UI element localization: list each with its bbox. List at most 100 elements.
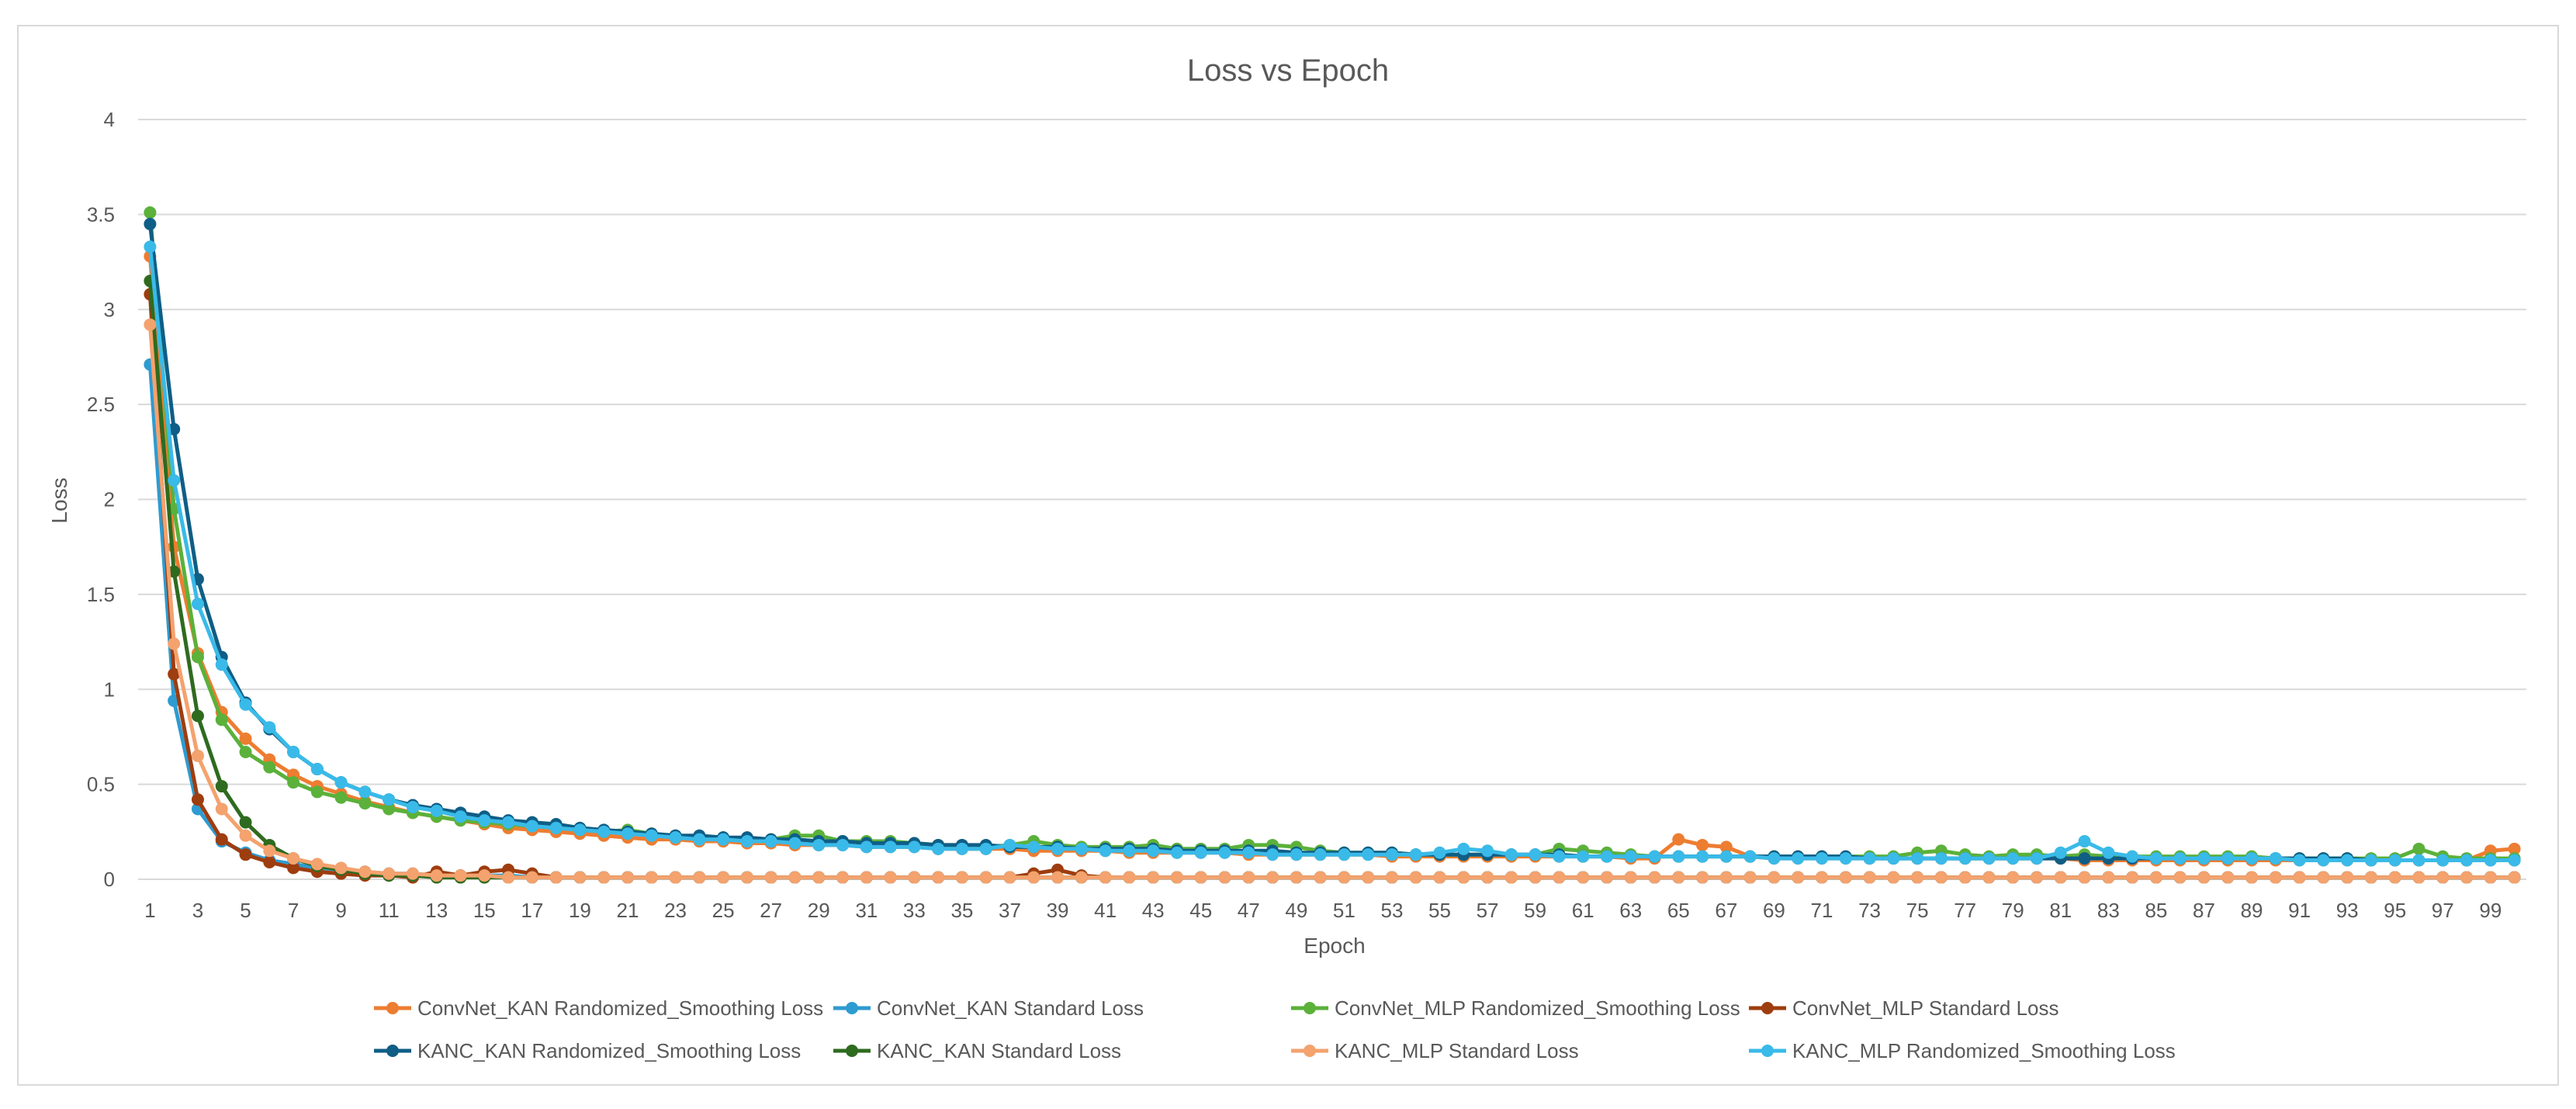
data-point xyxy=(1147,871,1160,884)
data-point xyxy=(2341,871,2354,884)
data-point xyxy=(1743,871,1757,884)
x-tick-label: 57 xyxy=(1477,899,1499,922)
legend-item: KANC_MLP Standard Loss xyxy=(1291,1039,1579,1062)
x-tick-label: 5 xyxy=(240,899,251,922)
x-axis-title: Epoch xyxy=(1304,934,1365,958)
x-axis-ticks: 1 3 5 7 9 11 13 15 17 19 21 23 25 27 29 31 33 35 37 39 41 43 4… xyxy=(144,899,2502,922)
data-point xyxy=(1696,850,1709,863)
data-point xyxy=(144,318,157,331)
data-point xyxy=(2317,854,2330,867)
data-point xyxy=(764,871,777,884)
legend-item: ConvNet_KAN Randomized_Smoothing Loss xyxy=(374,996,823,1020)
legend-item: KANC_MLP Randomized_Smoothing Loss xyxy=(1749,1039,2176,1062)
data-point xyxy=(1768,852,1781,865)
legend-swatch-marker xyxy=(846,1002,858,1014)
x-tick-label: 13 xyxy=(425,899,448,922)
data-point xyxy=(334,776,348,789)
data-point xyxy=(239,829,252,842)
chart-area: Loss vs Epoch 0 0.5 1 1.5 2 2.5 3 3.5 4 1 3 5 7 9 11 1… xyxy=(17,25,2559,1086)
data-point xyxy=(1481,871,1494,884)
data-point xyxy=(358,865,372,879)
x-tick-label: 55 xyxy=(1428,899,1451,922)
data-point xyxy=(1242,871,1255,884)
x-tick-label: 67 xyxy=(1715,899,1737,922)
data-point xyxy=(1123,871,1136,884)
data-point xyxy=(1719,840,1733,854)
series-1 xyxy=(144,250,2521,867)
data-point xyxy=(1003,838,1016,851)
data-point xyxy=(645,829,658,842)
data-point xyxy=(310,785,324,799)
y-axis-ticks: 0 0.5 1 1.5 2 2.5 3 3.5 4 xyxy=(87,108,115,891)
data-point xyxy=(1719,850,1733,863)
legend: ConvNet_KAN Randomized_Smoothing Loss Con… xyxy=(374,996,2176,1062)
data-point xyxy=(1338,848,1351,861)
series-line xyxy=(147,255,2515,862)
data-point xyxy=(358,797,372,810)
x-tick-label: 21 xyxy=(617,899,639,922)
series-8 xyxy=(144,240,2521,867)
data-point xyxy=(573,823,587,837)
y-tick-label: 3.5 xyxy=(87,203,115,226)
data-point xyxy=(812,838,826,851)
x-tick-label: 15 xyxy=(473,899,496,922)
data-point xyxy=(597,871,611,884)
legend-swatch-marker xyxy=(1761,1045,1774,1057)
data-point xyxy=(884,840,897,854)
x-tick-label: 39 xyxy=(1047,899,1069,922)
data-point xyxy=(979,871,992,884)
data-point xyxy=(1863,852,1876,865)
data-point xyxy=(144,206,157,219)
data-point xyxy=(144,217,157,230)
data-point xyxy=(2484,854,2497,867)
y-tick-label: 1.5 xyxy=(87,583,115,606)
x-tick-label: 63 xyxy=(1619,899,1642,922)
data-point xyxy=(597,825,611,838)
data-point xyxy=(2126,871,2139,884)
data-point xyxy=(621,827,634,840)
data-point xyxy=(1385,871,1398,884)
data-point xyxy=(191,793,204,806)
data-point xyxy=(1433,871,1446,884)
legend-item: ConvNet_MLP Standard Loss xyxy=(1749,996,2059,1020)
data-point xyxy=(1624,871,1637,884)
data-point xyxy=(1027,871,1040,884)
data-point xyxy=(287,776,300,789)
data-point xyxy=(1529,848,1542,861)
legend-swatch-marker xyxy=(1304,1002,1316,1014)
data-point xyxy=(2388,854,2401,867)
x-tick-label: 31 xyxy=(855,899,878,922)
data-point xyxy=(263,761,276,774)
x-tick-label: 47 xyxy=(1238,899,1260,922)
data-point xyxy=(1504,848,1518,861)
data-point xyxy=(263,855,276,868)
data-point xyxy=(2006,871,2020,884)
x-tick-label: 7 xyxy=(288,899,299,922)
data-point xyxy=(1266,871,1279,884)
data-point xyxy=(1147,844,1160,858)
data-point xyxy=(1170,846,1183,859)
data-point xyxy=(1672,833,1685,846)
x-tick-label: 23 xyxy=(664,899,687,922)
data-point xyxy=(502,816,515,829)
data-point xyxy=(287,746,300,759)
data-point xyxy=(740,835,753,848)
data-point xyxy=(549,871,563,884)
data-point xyxy=(358,785,372,799)
x-tick-label: 1 xyxy=(144,899,155,922)
x-tick-label: 9 xyxy=(335,899,346,922)
x-tick-label: 51 xyxy=(1333,899,1356,922)
data-point xyxy=(1839,852,1852,865)
data-point xyxy=(2102,871,2115,884)
data-point xyxy=(1290,848,1303,861)
data-point xyxy=(215,713,228,726)
x-tick-label: 87 xyxy=(2193,899,2215,922)
y-tick-label: 1 xyxy=(104,678,115,701)
y-tick-label: 2 xyxy=(104,488,115,511)
data-point xyxy=(860,840,873,854)
data-point xyxy=(1863,871,1876,884)
data-point xyxy=(454,810,467,823)
data-point xyxy=(1648,871,1661,884)
legend-item: ConvNet_KAN Standard Loss xyxy=(833,996,1144,1020)
legend-label: KANC_KAN Randomized_Smoothing Loss xyxy=(417,1039,801,1062)
